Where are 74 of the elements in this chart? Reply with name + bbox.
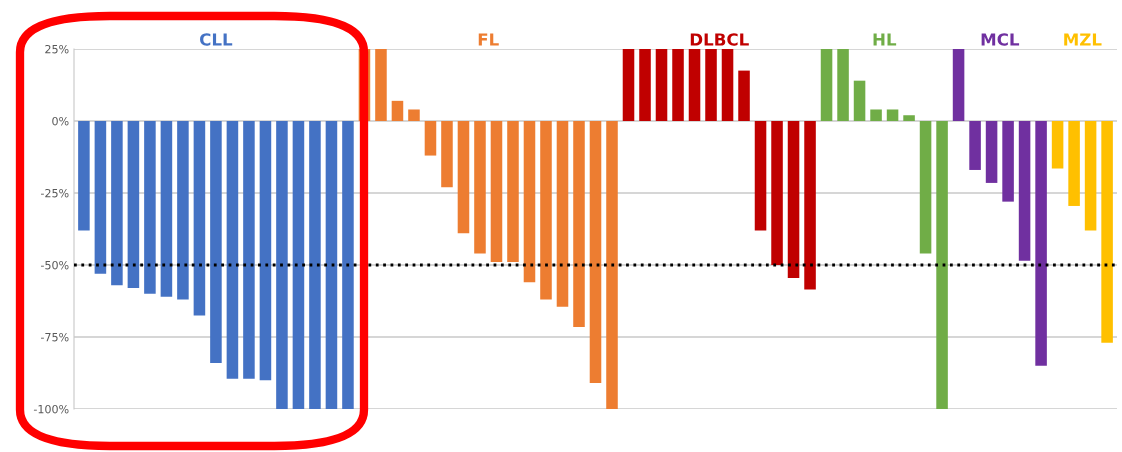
y-tick-label: 0%: [52, 116, 69, 126]
bar: [111, 121, 123, 286]
bar: [853, 80, 866, 121]
bar: [375, 49, 387, 121]
bar: [886, 109, 899, 121]
bar: [177, 121, 189, 300]
bar: [408, 109, 420, 121]
bar: [1101, 121, 1113, 343]
bar: [78, 121, 90, 231]
bar: [738, 70, 750, 121]
series-label: DLBCL: [690, 33, 749, 46]
bar: [1035, 121, 1047, 366]
y-tick-label: -100%: [33, 404, 69, 414]
bar: [1084, 121, 1097, 231]
bar: [919, 121, 932, 254]
bar: [490, 121, 503, 263]
bar: [771, 121, 783, 265]
bar: [1051, 121, 1064, 169]
y-tick-label: 25%: [45, 44, 69, 54]
bar: [639, 49, 651, 121]
bar: [589, 121, 602, 384]
bar: [606, 121, 618, 409]
bar: [952, 49, 965, 121]
bar: [1002, 121, 1014, 202]
bar: [787, 121, 800, 278]
bar: [259, 121, 272, 381]
bar: [193, 121, 206, 316]
y-tick-label: -50%: [40, 260, 69, 270]
bar: [622, 49, 635, 121]
bar: [210, 121, 222, 363]
bar: [573, 121, 585, 327]
bar: [243, 121, 255, 379]
bar: [94, 121, 107, 274]
bar: [688, 49, 701, 121]
series-label: HL: [873, 33, 897, 46]
bar: [507, 121, 519, 263]
bar: [655, 49, 668, 121]
bar: [705, 49, 717, 121]
bar: [391, 100, 404, 121]
bar: [325, 121, 338, 409]
bar: [276, 121, 288, 409]
bar: [969, 121, 981, 170]
bar: [754, 121, 767, 231]
series-label: MCL: [981, 33, 1020, 46]
bar: [144, 121, 156, 294]
text: MZL: [1064, 33, 1102, 46]
bar: [556, 121, 569, 307]
text: FL: [478, 33, 499, 46]
text: CLL: [200, 33, 233, 46]
bar: [160, 121, 173, 297]
bar: [870, 109, 882, 121]
bar: [523, 121, 536, 283]
bar: [457, 121, 470, 234]
bar: [804, 121, 816, 290]
bar: [985, 121, 998, 183]
bar: [226, 121, 239, 379]
bar: [309, 121, 321, 409]
y-tick-label: -75%: [40, 332, 69, 342]
bar: [837, 49, 849, 121]
bar: [820, 49, 833, 121]
bar: [441, 121, 453, 188]
bar: [127, 121, 140, 289]
bar: [721, 49, 734, 121]
bar: [1018, 121, 1031, 261]
bar: [342, 121, 354, 409]
y-tick-label: -25%: [40, 188, 69, 198]
bar: [424, 121, 437, 156]
bar: [540, 121, 552, 300]
bar: [292, 121, 305, 409]
bar: [1068, 121, 1080, 206]
bar: [903, 115, 915, 121]
bar: [936, 121, 948, 409]
bar: [474, 121, 486, 254]
bar: [672, 49, 684, 121]
